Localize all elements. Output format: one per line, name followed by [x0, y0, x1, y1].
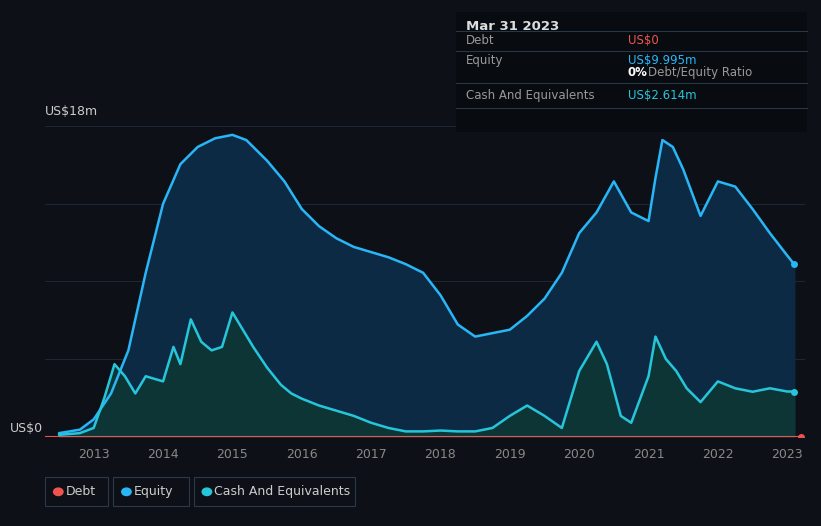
Text: 0%: 0%	[628, 66, 648, 79]
Text: US$2.614m: US$2.614m	[628, 89, 696, 102]
Text: US$9.995m: US$9.995m	[628, 54, 696, 66]
Text: US$0: US$0	[628, 34, 658, 47]
Text: Debt/Equity Ratio: Debt/Equity Ratio	[649, 66, 753, 79]
Text: Cash And Equivalents: Cash And Equivalents	[466, 89, 594, 102]
Text: Debt: Debt	[466, 34, 494, 47]
Text: US$18m: US$18m	[45, 105, 99, 118]
Text: US$0: US$0	[10, 422, 43, 435]
Text: Equity: Equity	[134, 485, 173, 498]
Text: Debt: Debt	[66, 485, 96, 498]
Text: Equity: Equity	[466, 54, 503, 66]
Text: Mar 31 2023: Mar 31 2023	[466, 20, 559, 33]
Text: Cash And Equivalents: Cash And Equivalents	[214, 485, 351, 498]
